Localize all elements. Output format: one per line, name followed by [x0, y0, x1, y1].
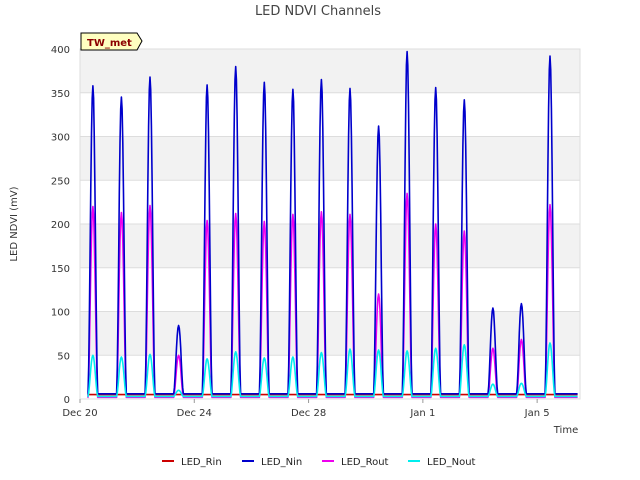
grid-band [80, 224, 580, 268]
y-tick-label: 300 [51, 133, 70, 144]
station-badge: TW_met [80, 32, 143, 51]
grid-band [80, 49, 580, 93]
chart-title: LED NDVI Channels [255, 4, 381, 19]
series-line-led-nout [87, 342, 578, 398]
legend-label: LED_Rout [341, 457, 389, 468]
x-axis-ticks: Dec 20 Dec 24 Dec 28 Jan 1 Jan 5 [62, 399, 550, 419]
y-tick-label: 0 [64, 395, 70, 406]
y-axis-ticks: 0 50 100 150 200 250 300 350 400 [51, 45, 70, 406]
y-tick-label: 50 [57, 351, 70, 362]
legend-item: LED_Nout [408, 457, 476, 468]
series-line-led-nin [87, 50, 578, 395]
grid-bands [80, 49, 580, 356]
x-tick-label: Dec 24 [177, 408, 212, 419]
legend-label: LED_Rin [181, 457, 222, 468]
x-axis-title: Time [553, 425, 578, 436]
legend: LED_Rin LED_Nin LED_Rout LED_Nout [162, 457, 476, 468]
legend-label: LED_Nout [427, 457, 476, 468]
grid-band [80, 311, 580, 356]
y-tick-label: 400 [51, 45, 70, 56]
grid-lines [79, 48, 581, 400]
badge-shape [80, 32, 143, 51]
y-tick-label: 150 [51, 264, 70, 275]
badge-label: TW_met [87, 38, 132, 49]
y-tick-label: 250 [51, 176, 70, 187]
legend-label: LED_Nin [261, 457, 302, 468]
legend-item: LED_Rin [162, 457, 222, 468]
x-tick-label: Jan 5 [524, 408, 550, 419]
x-tick-label: Jan 1 [409, 408, 435, 419]
legend-item: LED_Nin [242, 457, 302, 468]
x-tick-label: Dec 20 [62, 408, 97, 419]
series-layer [87, 50, 578, 399]
x-tick-label: Dec 28 [291, 408, 326, 419]
y-tick-label: 350 [51, 89, 70, 100]
plot-border [79, 48, 581, 400]
y-tick-label: 100 [51, 308, 70, 319]
y-axis-title: LED NDVI (mV) [9, 186, 20, 261]
legend-item: LED_Rout [322, 457, 389, 468]
y-tick-label: 200 [51, 220, 70, 231]
grid-band [80, 136, 580, 181]
